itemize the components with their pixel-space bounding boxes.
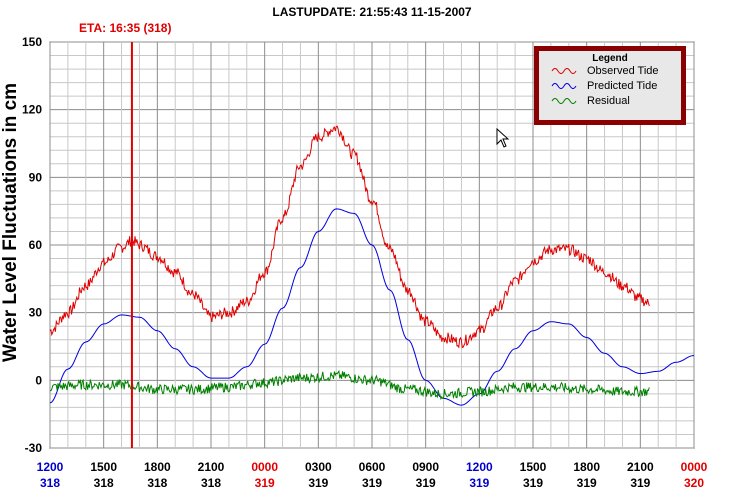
x-tick-day: 318 [94, 476, 114, 490]
last-update-label: LASTUPDATE: 21:55:43 11-15-2007 [272, 5, 472, 19]
mouse-pointer-icon [496, 128, 510, 148]
x-tick-time: 1200 [466, 460, 493, 474]
legend-label-residual: Residual [587, 95, 630, 107]
x-tick-day: 320 [684, 476, 704, 490]
x-tick-time: 0000 [681, 460, 708, 474]
legend-item-residual: Residual [539, 94, 681, 109]
x-tick-time: 0300 [305, 460, 332, 474]
x-tick-time: 1200 [37, 460, 64, 474]
x-tick-day: 319 [416, 476, 436, 490]
x-tick-day: 319 [308, 476, 328, 490]
x-tick-time: 1500 [90, 460, 117, 474]
x-tick-time: 1800 [144, 460, 171, 474]
x-tick-time: 2100 [627, 460, 654, 474]
legend-title: Legend [592, 53, 628, 64]
x-tick-time: 0600 [359, 460, 386, 474]
x-tick-day: 318 [201, 476, 221, 490]
x-tick-time: 1800 [573, 460, 600, 474]
y-tick-label: 30 [29, 306, 43, 320]
x-axis-ticks: 1200 318 1500 318 1800 318 2100 318 0000 319 0300 3… [37, 460, 708, 490]
legend-label-observed: Observed Tide [587, 65, 659, 77]
x-tick-day: 319 [362, 476, 382, 490]
legend-item-predicted: Predicted Tide [539, 79, 681, 94]
x-tick-day: 319 [469, 476, 489, 490]
legend: Legend Observed Tide Predicted Tide Resi… [534, 46, 686, 125]
y-tick-label: -30 [25, 441, 43, 455]
x-tick-day: 318 [147, 476, 167, 490]
predicted-swatch [551, 83, 577, 89]
x-tick-time: 2100 [198, 460, 225, 474]
series-line-predicted [49, 208, 695, 406]
series-line-observed [49, 125, 650, 349]
y-tick-label: 120 [22, 103, 42, 117]
residual-swatch [551, 98, 577, 104]
x-tick-day: 319 [523, 476, 543, 490]
y-tick-label: 60 [29, 238, 43, 252]
x-tick-time: 0000 [251, 460, 278, 474]
x-tick-day: 319 [255, 476, 275, 490]
x-tick-day: 319 [577, 476, 597, 490]
x-tick-day: 319 [630, 476, 650, 490]
x-tick-day: 318 [40, 476, 60, 490]
y-axis-ticks: -30 0 30 60 90 120 150 [22, 35, 42, 455]
eta-label: ETA: 16:35 (318) [79, 21, 172, 35]
y-axis-label: Water Level Fluctuations in cm [0, 82, 21, 362]
y-tick-label: 0 [35, 373, 42, 387]
observed-swatch [551, 68, 577, 74]
legend-label-predicted: Predicted Tide [587, 80, 658, 92]
series-line-residual [49, 369, 650, 401]
y-tick-label: 150 [22, 35, 42, 49]
x-tick-time: 0900 [412, 460, 439, 474]
y-tick-label: 90 [29, 170, 43, 184]
series-lines [49, 125, 695, 406]
legend-item-observed: Observed Tide [539, 64, 681, 79]
x-tick-time: 1500 [520, 460, 547, 474]
